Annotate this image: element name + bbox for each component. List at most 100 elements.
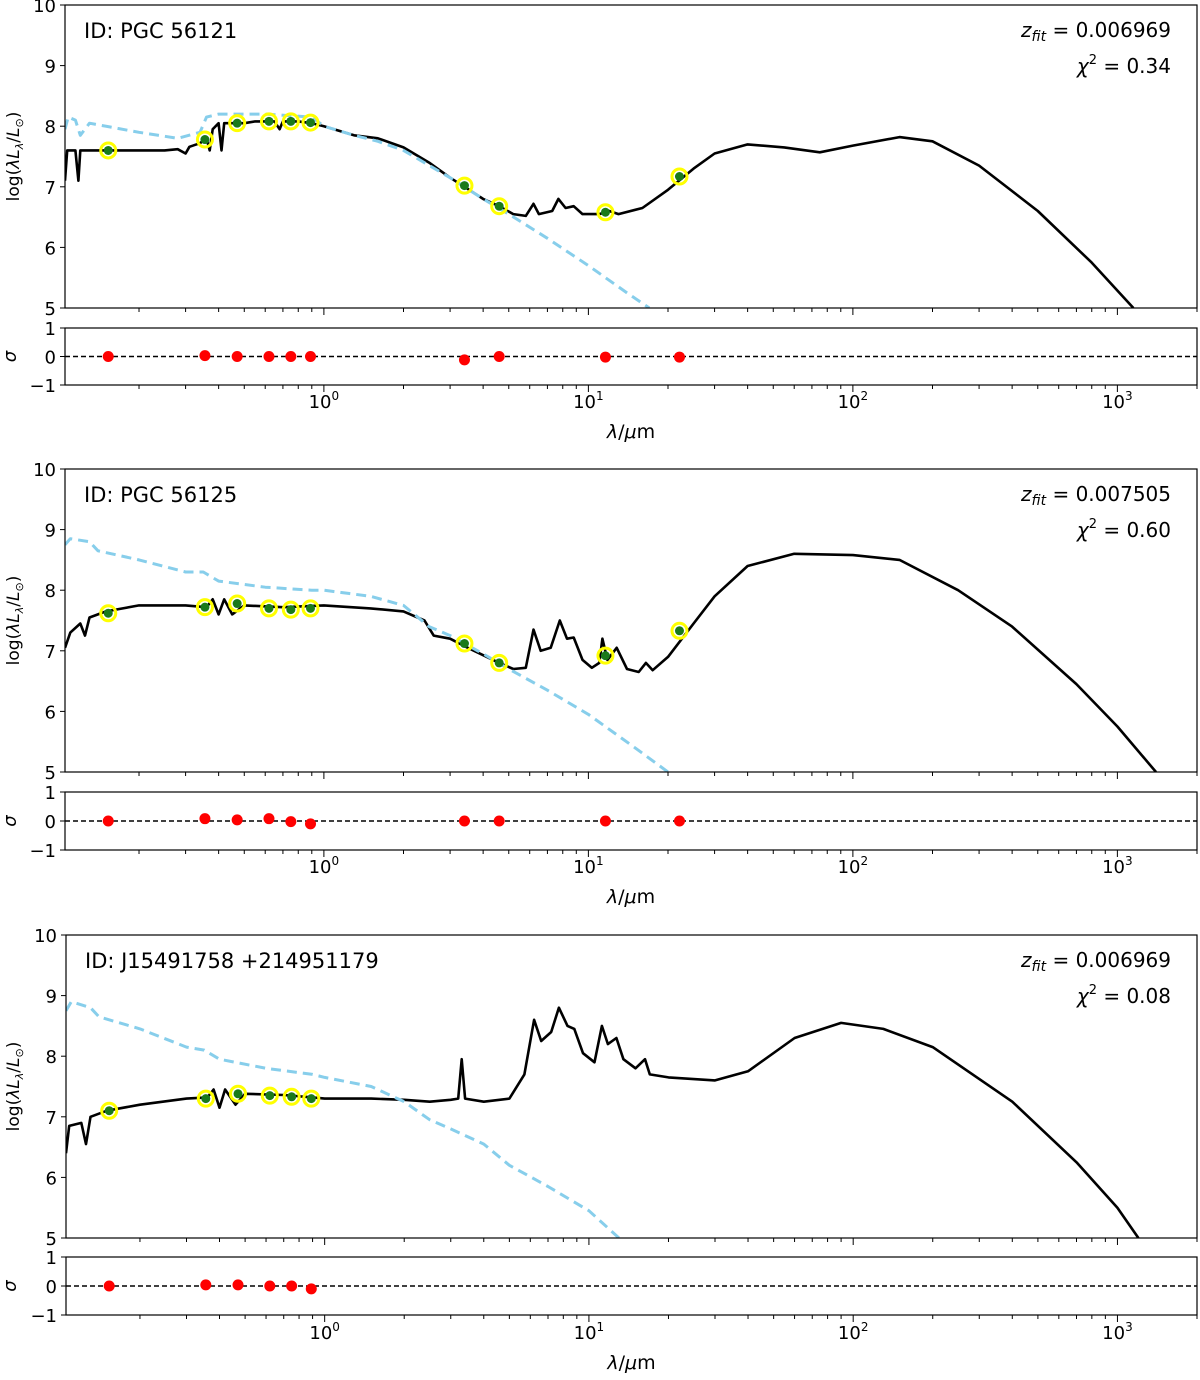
main-axes-frame bbox=[64, 468, 1198, 773]
residual-y-tick-label: 1 bbox=[45, 319, 56, 340]
observed-dot-marker bbox=[201, 1094, 211, 1104]
observed-dot-marker bbox=[494, 658, 504, 668]
y-tick-label: 6 bbox=[45, 702, 56, 723]
observed-dot-marker bbox=[103, 145, 113, 155]
residual-y-tick-label: −1 bbox=[29, 841, 56, 862]
residual-point bbox=[305, 818, 317, 830]
observed-photometry-point bbox=[301, 599, 320, 618]
observed-photometry-point bbox=[302, 1089, 321, 1108]
chi-squared-annotation: χ2 = 0.60 bbox=[1076, 517, 1171, 542]
residual-point bbox=[102, 351, 114, 362]
observed-photometry-point bbox=[282, 1087, 301, 1106]
total-model-curve bbox=[66, 1006, 1140, 1238]
y-tick-label: 10 bbox=[34, 926, 57, 947]
y-axis-label: log(λLλ/L⊙) bbox=[4, 112, 26, 202]
panel-title: ID: PGC 56125 bbox=[84, 483, 237, 507]
y-tick-label: 10 bbox=[33, 0, 56, 17]
observed-ring-marker bbox=[259, 599, 278, 618]
observed-dot-marker bbox=[306, 1094, 316, 1104]
sed-panel-j15491758: ID: J15491758 +214951179 5678910log(λLλ/… bbox=[0, 926, 1198, 1374]
residual-point bbox=[458, 815, 470, 827]
y-tick-label: 5 bbox=[46, 1229, 57, 1250]
observed-photometry-point bbox=[281, 112, 300, 131]
residual-point bbox=[231, 351, 243, 362]
z-fit-annotation: zfit = 0.006969 bbox=[1020, 948, 1171, 975]
z-fit-annotation: zfit = 0.007505 bbox=[1020, 482, 1171, 509]
x-tick-label: 102 bbox=[838, 389, 869, 413]
x-axis-label: λ/μm bbox=[606, 421, 655, 443]
observed-ring-marker bbox=[195, 598, 214, 617]
stellar-unattenuated-curve bbox=[65, 537, 669, 772]
observed-photometry-point bbox=[670, 621, 689, 640]
observed-dot-marker bbox=[264, 116, 274, 126]
observed-ring-marker bbox=[596, 203, 615, 222]
x-tick-label: 101 bbox=[573, 389, 604, 413]
residual-y-tick-label: 1 bbox=[46, 1248, 57, 1269]
x-axis-label: λ/μm bbox=[606, 1352, 655, 1374]
chi-squared-annotation: χ2 = 0.34 bbox=[1076, 53, 1171, 78]
y-tick-label: 6 bbox=[45, 238, 56, 259]
residual-point bbox=[286, 1280, 298, 1292]
stellar-unattenuated-curve bbox=[66, 1000, 621, 1238]
residual-point bbox=[493, 351, 505, 362]
observed-dot-marker bbox=[286, 116, 296, 126]
observed-photometry-point bbox=[455, 634, 474, 653]
residual-y-tick-label: 0 bbox=[45, 812, 56, 833]
residual-point bbox=[263, 813, 275, 825]
y-tick-label: 10 bbox=[33, 460, 56, 481]
residual-point bbox=[285, 816, 297, 828]
observed-ring-marker bbox=[455, 176, 474, 195]
observed-dot-marker bbox=[306, 603, 316, 613]
observed-dot-marker bbox=[494, 201, 504, 211]
x-axis-label: λ/μm bbox=[606, 886, 655, 908]
observed-dot-marker bbox=[103, 608, 113, 618]
y-tick-label: 8 bbox=[45, 117, 56, 138]
observed-ring-marker bbox=[260, 1086, 279, 1105]
x-tick-label: 101 bbox=[573, 854, 604, 878]
x-tick-label: 100 bbox=[309, 854, 340, 878]
residual-point bbox=[673, 351, 685, 363]
x-tick-label: 103 bbox=[1102, 1320, 1133, 1344]
residual-point bbox=[305, 351, 317, 362]
observed-ring-marker bbox=[99, 604, 118, 623]
observed-photometry-point bbox=[490, 653, 509, 672]
y-tick-label: 9 bbox=[46, 987, 57, 1008]
residual-y-tick-label: 1 bbox=[45, 783, 56, 804]
observed-dot-marker bbox=[674, 626, 684, 636]
observed-photometry-point bbox=[596, 646, 615, 665]
y-tick-label: 5 bbox=[45, 299, 56, 320]
y-axis-label: log(λLλ/L⊙) bbox=[4, 1042, 26, 1132]
x-tick-label: 100 bbox=[309, 389, 340, 413]
observed-ring-marker bbox=[301, 599, 320, 618]
observed-ring-marker bbox=[282, 1087, 301, 1106]
observed-dot-marker bbox=[233, 1089, 243, 1099]
residual-point bbox=[264, 1280, 276, 1292]
y-tick-label: 9 bbox=[45, 57, 56, 78]
residual-y-tick-label: −1 bbox=[29, 376, 56, 397]
observed-photometry-point bbox=[596, 203, 615, 222]
observed-dot-marker bbox=[200, 602, 210, 612]
observed-dot-marker bbox=[265, 1091, 275, 1101]
residual-point bbox=[285, 351, 297, 362]
observed-ring-marker bbox=[228, 594, 247, 613]
y-tick-label: 9 bbox=[45, 521, 56, 542]
observed-photometry-point bbox=[100, 1101, 119, 1120]
residual-point bbox=[263, 351, 275, 362]
residual-y-tick-label: 0 bbox=[46, 1277, 57, 1298]
observed-photometry-point bbox=[99, 141, 118, 160]
observed-ring-marker bbox=[455, 634, 474, 653]
observed-photometry-point bbox=[229, 1084, 248, 1103]
residual-y-axis-label: σ bbox=[0, 350, 21, 362]
observed-ring-marker bbox=[302, 1089, 321, 1108]
x-tick-label: 101 bbox=[574, 1320, 605, 1344]
observed-ring-marker bbox=[301, 113, 320, 132]
residual-point bbox=[305, 1283, 317, 1295]
observed-dot-marker bbox=[286, 605, 296, 615]
x-tick-label: 100 bbox=[309, 1320, 340, 1344]
observed-ring-marker bbox=[596, 646, 615, 665]
observed-photometry-point bbox=[99, 604, 118, 623]
y-tick-label: 8 bbox=[46, 1047, 57, 1068]
observed-dot-marker bbox=[232, 118, 242, 128]
